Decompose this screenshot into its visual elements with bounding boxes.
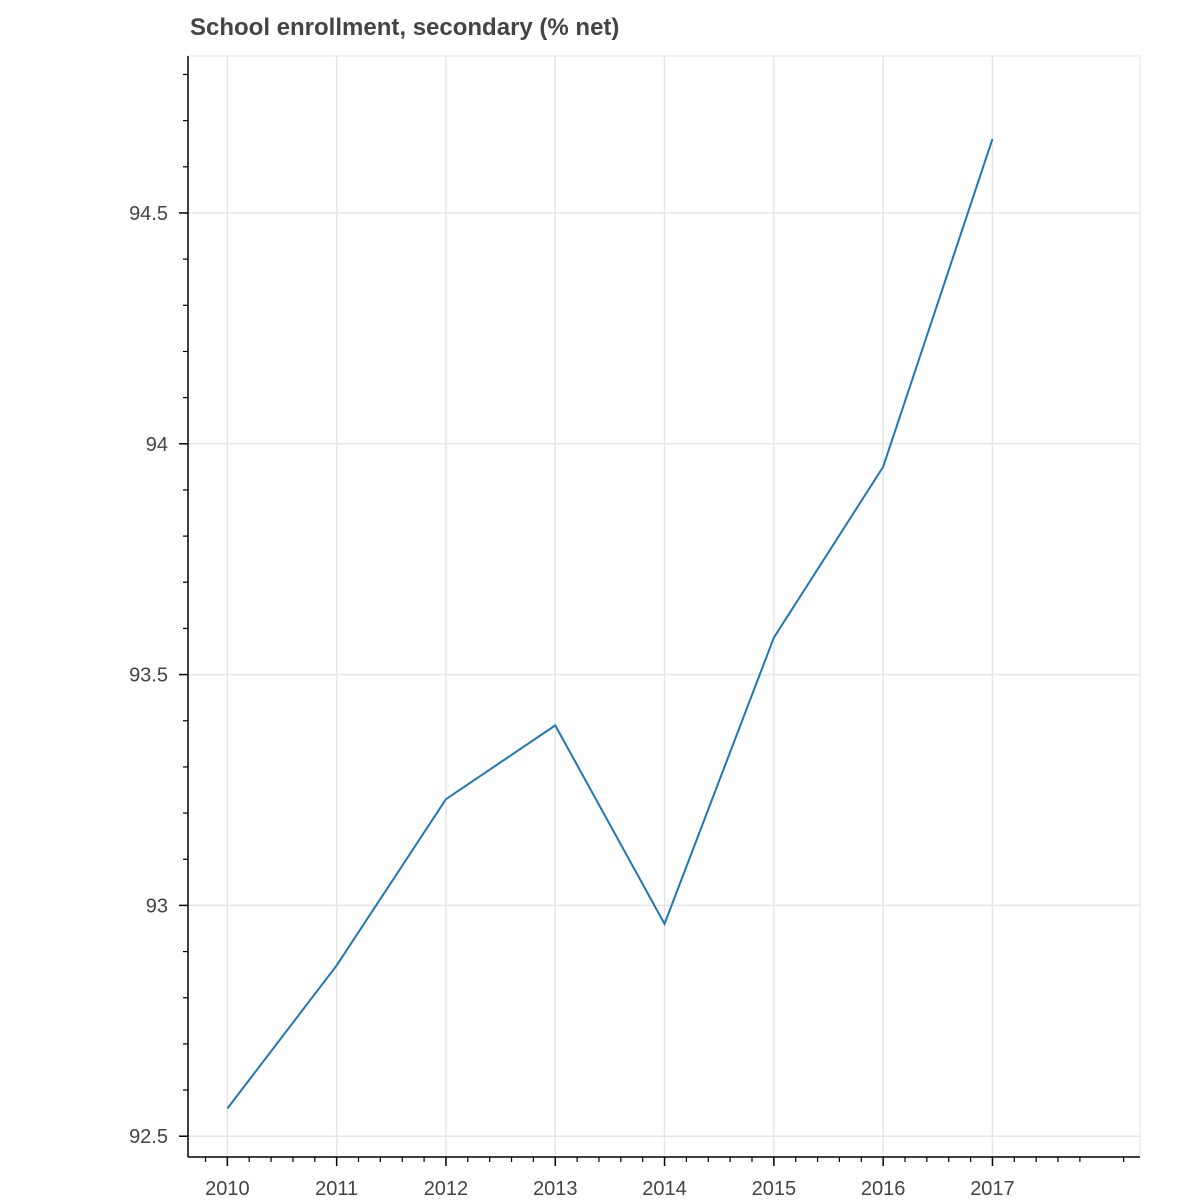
y-tick-label: 94.5	[129, 203, 168, 225]
chart-title: School enrollment, secondary (% net)	[190, 14, 620, 41]
x-tick-label: 2010	[205, 1178, 250, 1200]
x-tick-label: 2014	[642, 1178, 687, 1200]
grid-lines	[187, 55, 1141, 1158]
y-tick-label: 92.5	[129, 1126, 168, 1148]
series-layer	[226, 138, 994, 1110]
x-tick-label: 2015	[752, 1178, 797, 1200]
x-tick-label: 2011	[315, 1178, 358, 1200]
x-tick-label: 2013	[533, 1178, 578, 1200]
series-line	[226, 138, 994, 1110]
y-tick-label: 93	[146, 895, 168, 917]
tick-labels: 2010 2011 2012 2013 2014 2015 2016 2017 92.5 93 93…	[129, 203, 1015, 1200]
x-tick-label: 2017	[970, 1178, 1015, 1200]
x-tick-label: 2016	[861, 1178, 906, 1200]
y-tick-label: 94	[146, 434, 168, 456]
x-tick-label: 2012	[424, 1178, 469, 1200]
y-tick-label: 93.5	[129, 665, 168, 687]
axes	[179, 56, 1140, 1166]
